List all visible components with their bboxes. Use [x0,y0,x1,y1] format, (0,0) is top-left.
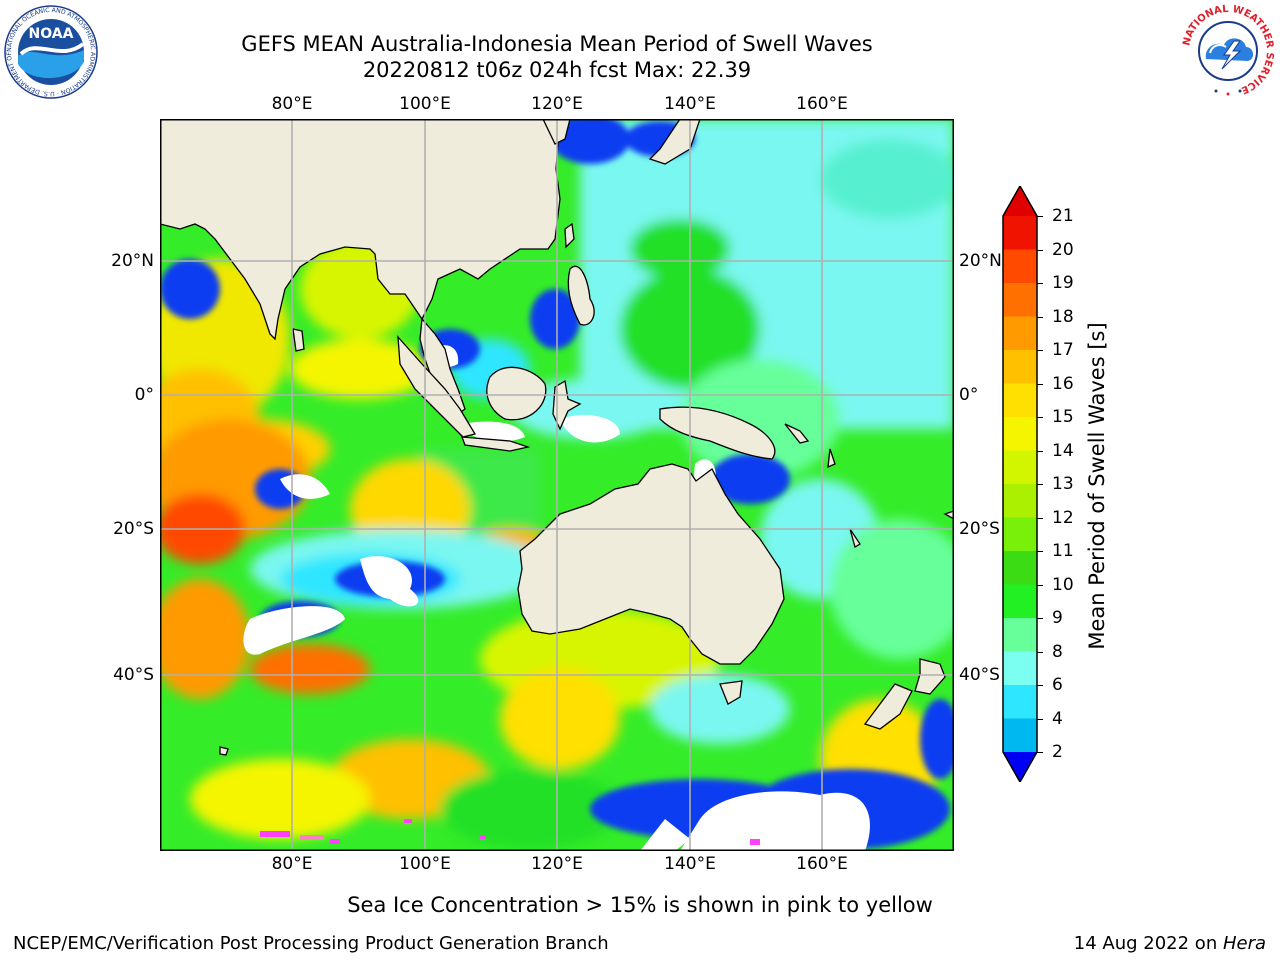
map-border [160,119,954,851]
colorbar-label: Mean Period of Swell Waves [s] [1085,322,1109,650]
colorbar-tick-label: 19 [1052,273,1074,293]
colorbar-tick-label: 20 [1052,239,1074,260]
map-subtitle: 20220812 t06z 024h fcst Max: 22.39 [362,58,752,82]
colorbar-tick-label: 8 [1052,641,1063,662]
lat-label-right: 0° [959,385,979,405]
colorbar-band [1003,450,1037,485]
map-plot-area [160,119,954,851]
lon-label-top: 100°E [399,94,451,114]
colorbar-band [1003,249,1037,284]
colorbar-tick-label: 21 [1052,206,1074,226]
colorbar-tick-mark [1037,618,1043,619]
colorbar-tick-mark [1037,584,1043,586]
swell-period-field [160,119,954,851]
lon-label-bottom: 160°E [796,854,848,874]
lat-label-left: 20°S [113,519,154,539]
colorbar-tick-mark [1037,350,1043,351]
lon-label-bottom: 100°E [399,854,451,874]
lat-label-right: 20°S [959,519,1000,539]
colorbar-tick-label: 13 [1052,474,1074,494]
colorbar-tick-mark [1037,551,1043,552]
lat-label-right: 20°N [959,251,1002,271]
colorbar-band [1003,350,1037,384]
colorbar-tick-label: 4 [1052,708,1063,729]
colorbar-tick-mark [1037,417,1043,418]
colorbar-tick-mark [1037,249,1043,251]
colorbar-tick-mark [1037,517,1043,519]
lon-label-bottom: 80°E [271,854,313,874]
colorbar-band [1003,551,1037,585]
colorbar-tick-mark [1037,450,1043,452]
lat-label-left: 20°N [111,251,154,271]
noaa-logo: NATIONAL OCEANIC AND ATMOSPHERIC ADMINIS… [3,4,98,99]
colorbar-band [1003,383,1037,418]
colorbar-tick-label: 11 [1052,541,1074,561]
colorbar-band [1003,584,1037,619]
footer-date: 14 Aug 2022 on Hera [1074,933,1266,955]
footer-branch: NCEP/EMC/Verification Post Processing Pr… [13,933,609,954]
colorbar-band [1003,484,1037,518]
colorbar-extend-high [1003,186,1037,216]
colorbar-tick-label: 16 [1052,373,1074,394]
colorbar-tick-label: 9 [1052,608,1063,628]
lon-label-top: 140°E [664,94,716,114]
lon-label-top: 80°E [271,94,313,114]
colorbar-tick-label: 18 [1052,306,1074,327]
colorbar-band [1003,685,1037,719]
nws-logo: NATIONAL WEATHER SERVICE [1181,4,1275,97]
colorbar-band [1003,517,1037,552]
colorbar-tick-mark [1037,685,1043,686]
colorbar-band [1003,651,1037,686]
colorbar-tick-label: 17 [1052,340,1074,360]
noaa-logo-text: NOAA [29,26,74,42]
colorbar-tick-label: 12 [1052,507,1074,528]
colorbar-band [1003,417,1037,451]
lat-label-left: 0° [134,385,154,405]
colorbar-tick-label: 6 [1052,675,1063,695]
land-masses [160,119,954,756]
lon-label-top: 160°E [796,94,848,114]
colorbar-tick-mark [1037,718,1043,720]
lon-label-top: 120°E [531,94,583,114]
colorbar-tick-mark [1037,383,1043,385]
colorbar-tick-label: 2 [1052,742,1063,762]
colorbar-band [1003,718,1037,753]
lat-label-right: 40°S [959,665,1000,685]
colorbar-tick-mark [1037,216,1043,217]
lat-label-left: 40°S [113,665,154,685]
sea-ice-note: Sea Ice Concentration > 15% is shown in … [347,893,933,917]
colorbar-tick-mark [1037,283,1043,284]
colorbar-band [1003,618,1037,652]
colorbar-extend-low [1003,752,1037,782]
footer-date-text: 14 Aug 2022 on [1073,933,1223,954]
colorbar-tick-label: 14 [1052,440,1074,461]
colorbar-band [1003,316,1037,351]
colorbar-band [1003,216,1037,250]
map-title: GEFS MEAN Australia-Indonesia Mean Perio… [241,32,873,56]
colorbar-tick-mark [1037,484,1043,485]
colorbar [1002,186,1038,782]
colorbar-tick-label: 15 [1052,407,1074,427]
lon-label-bottom: 120°E [531,854,583,874]
colorbar-tick-mark [1037,316,1043,318]
graticule [160,119,954,851]
colorbar-tick-mark [1037,651,1043,653]
lon-label-bottom: 140°E [664,854,716,874]
colorbar-tick-mark [1037,752,1043,753]
footer-host: Hera [1222,933,1266,954]
colorbar-band [1003,283,1037,317]
colorbar-tick-label: 10 [1052,574,1074,595]
